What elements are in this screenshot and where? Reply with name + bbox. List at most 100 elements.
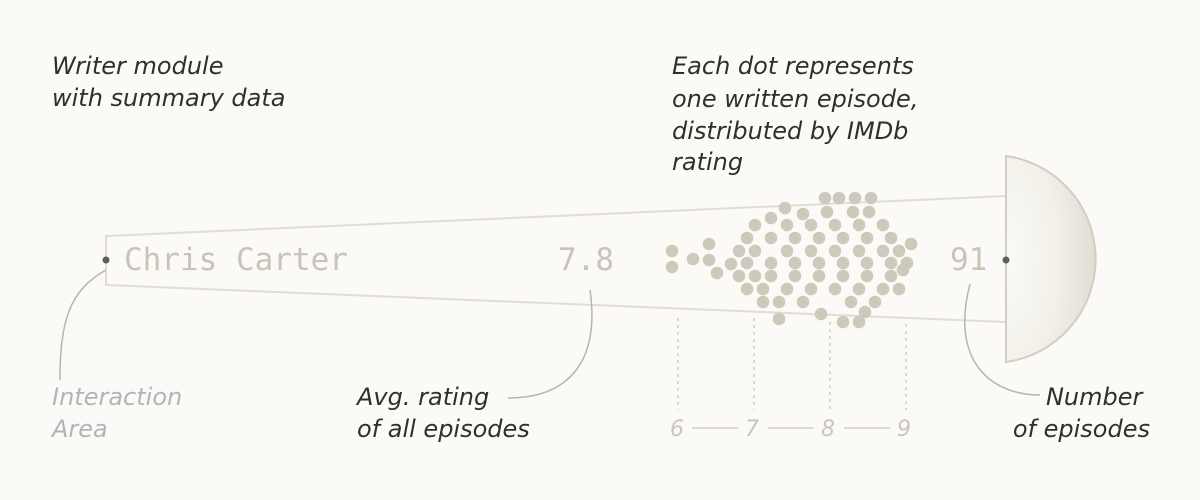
episode-dot <box>740 282 754 296</box>
avg-annotation-line2: of all episodes <box>357 415 530 443</box>
episode-dot <box>788 269 802 283</box>
interaction-annotation: Interaction Area <box>50 383 190 443</box>
episode-dot <box>724 257 738 271</box>
episode-dot <box>756 282 770 296</box>
episode-dot <box>796 207 810 221</box>
episode-dot <box>832 191 846 205</box>
episode-dot <box>858 305 872 319</box>
episode-dot <box>876 218 890 232</box>
episode-dot <box>756 295 770 309</box>
episode-dot <box>748 244 762 258</box>
episode-dot <box>764 211 778 225</box>
episode-count-semicircle <box>1005 154 1097 364</box>
module-annotation-line1: Writer module <box>52 52 223 80</box>
avg-rating-value: 7.8 <box>558 242 614 278</box>
episode-dot <box>836 231 850 245</box>
dot-annotation: Each dot represents one written episode,… <box>672 52 926 176</box>
dot-annotation-line4: rating <box>672 148 743 176</box>
episode-dot <box>884 256 898 270</box>
interaction-annotation-line1: Interaction <box>52 383 182 411</box>
episode-dot <box>860 231 874 245</box>
episode-dot <box>860 256 874 270</box>
episode-dot <box>702 237 716 251</box>
module-annotation: Writer module with summary data <box>52 52 285 112</box>
episode-dot <box>846 205 860 219</box>
episode-dot <box>884 231 898 245</box>
episode-dot <box>764 269 778 283</box>
count-annotation: Number of episodes <box>1013 383 1150 443</box>
interaction-annotation-line2: Area <box>50 415 108 443</box>
episode-dot <box>884 269 898 283</box>
episode-dot <box>788 256 802 270</box>
interaction-leader-line <box>59 269 107 381</box>
episode-count-value: 91 <box>950 242 987 278</box>
episode-dot <box>804 244 818 258</box>
episode-dot <box>764 256 778 270</box>
episode-dot <box>828 244 842 258</box>
episode-dot <box>780 244 794 258</box>
episode-dot <box>788 231 802 245</box>
episode-dot <box>876 244 890 258</box>
writer-name[interactable]: Chris Carter <box>124 242 348 278</box>
episode-dot <box>740 231 754 245</box>
episode-dot <box>748 218 762 232</box>
episode-dot <box>892 282 906 296</box>
rating-tick-9: 9 <box>897 417 911 442</box>
episode-dots <box>665 191 918 329</box>
interaction-node[interactable] <box>102 256 110 264</box>
episode-dot <box>686 252 700 266</box>
episode-dot <box>812 256 826 270</box>
episode-dot <box>860 269 874 283</box>
module-annotation-line2: with summary data <box>52 84 285 112</box>
episode-dot <box>778 201 792 215</box>
episode-dot <box>732 244 746 258</box>
episode-dot <box>836 269 850 283</box>
episode-dot <box>818 191 832 205</box>
episode-dot <box>812 231 826 245</box>
episode-dot <box>852 315 866 329</box>
rating-tick-7: 7 <box>745 417 759 442</box>
episode-dot <box>804 218 818 232</box>
episode-dot <box>862 205 876 219</box>
episode-dot <box>780 282 794 296</box>
episode-dot <box>772 295 786 309</box>
episode-dot <box>876 282 890 296</box>
count-leader-line <box>964 283 1041 396</box>
episode-dot <box>702 253 716 267</box>
episode-dot <box>732 269 746 283</box>
episode-dot <box>904 237 918 251</box>
episode-dot <box>900 256 914 270</box>
episode-dot <box>820 205 834 219</box>
episode-dot <box>892 244 906 258</box>
episode-dot <box>848 191 862 205</box>
rating-tick-8: 8 <box>821 417 835 442</box>
dot-annotation-line1: Each dot represents <box>672 52 914 80</box>
episode-dot <box>828 218 842 232</box>
count-annotation-line1: Number <box>1046 383 1145 411</box>
episode-dot <box>780 218 794 232</box>
episode-dot <box>665 244 679 258</box>
episode-dot <box>772 312 786 326</box>
episode-dot <box>828 282 842 296</box>
episode-dot <box>804 282 818 296</box>
episode-dot <box>868 295 882 309</box>
episode-dot <box>764 231 778 245</box>
episode-dot <box>852 244 866 258</box>
episode-dot <box>796 295 810 309</box>
episode-dot <box>740 256 754 270</box>
avg-annotation: Avg. rating of all episodes <box>355 383 530 443</box>
avg-annotation-line1: Avg. rating <box>355 383 489 411</box>
episode-dot <box>814 307 828 321</box>
episode-dot <box>836 256 850 270</box>
dot-annotation-line3: distributed by IMDb <box>672 117 908 145</box>
episode-dot <box>748 269 762 283</box>
episode-dot <box>852 218 866 232</box>
episode-dot <box>710 266 724 280</box>
count-annotation-line2: of episodes <box>1013 415 1150 443</box>
episode-dot <box>812 269 826 283</box>
episode-dot <box>844 295 858 309</box>
episode-dot <box>852 282 866 296</box>
episode-dot <box>665 260 679 274</box>
